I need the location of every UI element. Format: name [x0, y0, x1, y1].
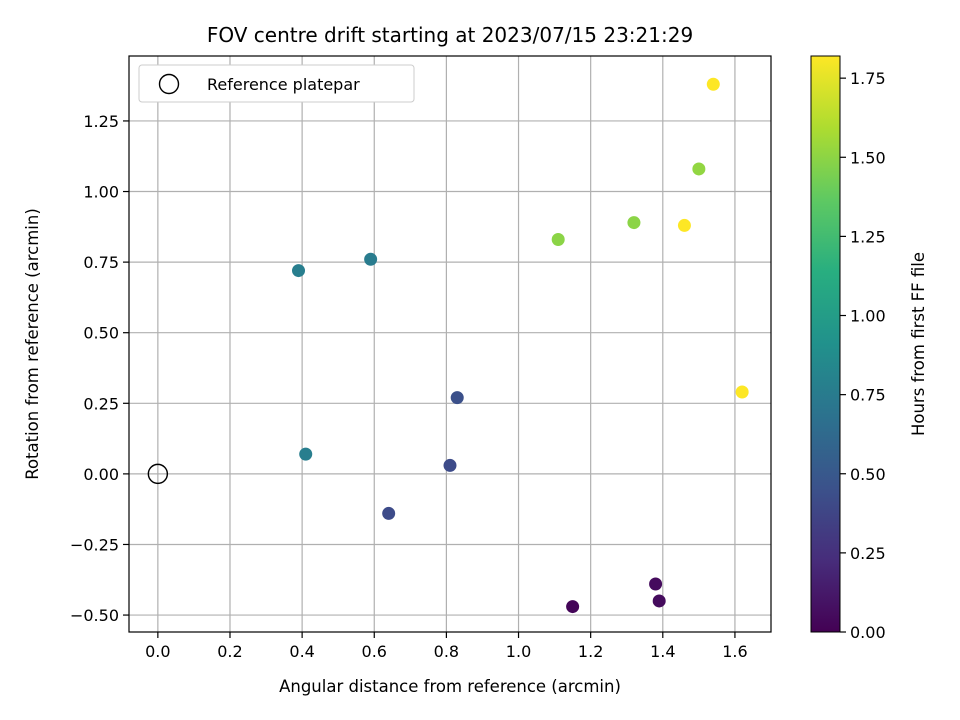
legend-marker-icon	[158, 73, 180, 95]
x-tick-label: 0.0	[145, 642, 170, 661]
colorbar-tick-label: 1.75	[850, 69, 886, 88]
grid-lines	[129, 56, 771, 632]
data-point	[677, 218, 691, 232]
y-axis-label: Rotation from reference (arcmin)	[23, 208, 42, 480]
data-points	[147, 77, 749, 614]
colorbar-tick-label: 0.25	[850, 544, 886, 563]
x-tick-label: 0.6	[362, 642, 387, 661]
x-tick-label: 1.4	[650, 642, 675, 661]
y-axis-ticks: −0.50 −0.25 0.00 0.25 0.50 0.75 1.00 1.25	[70, 112, 129, 625]
y-tick-label: 0.50	[83, 324, 119, 343]
y-tick-label: 1.25	[83, 112, 119, 131]
data-point	[450, 391, 464, 405]
x-axis-ticks: 0.0 0.2 0.4 0.6 0.8 1.0 1.2 1.4 1.6	[145, 632, 748, 661]
colorbar-tick-label: 1.50	[850, 148, 886, 167]
colorbar-ticks: 0.00 0.25 0.50 0.75 1.00 1.25 1.50 1.75	[840, 69, 886, 642]
data-point	[566, 600, 580, 614]
colorbar-label: Hours from first FF file	[909, 252, 928, 436]
colorbar-tick-label: 0.50	[850, 465, 886, 484]
data-point	[706, 77, 720, 91]
x-tick-label: 1.6	[722, 642, 747, 661]
reference-point	[147, 463, 169, 485]
colorbar-tick-label: 0.00	[850, 623, 886, 642]
data-point	[292, 264, 306, 278]
data-point	[364, 252, 378, 266]
data-point	[299, 447, 313, 461]
y-tick-label: 1.00	[83, 183, 119, 202]
data-point	[735, 385, 749, 399]
y-tick-label: 0.75	[83, 253, 119, 272]
colorbar-gradient	[810, 55, 841, 633]
y-tick-label: 0.25	[83, 394, 119, 413]
legend: Reference platepar	[138, 64, 415, 103]
data-point	[627, 216, 641, 230]
plot-frame	[128, 55, 772, 633]
data-point	[382, 506, 396, 520]
data-point	[649, 577, 663, 591]
chart-title: FOV centre drift starting at 2023/07/15 …	[207, 23, 693, 47]
data-point	[551, 233, 565, 247]
x-axis-label: Angular distance from reference (arcmin)	[279, 677, 621, 696]
x-tick-label: 0.8	[434, 642, 459, 661]
x-tick-label: 1.0	[506, 642, 531, 661]
data-point	[652, 594, 666, 608]
data-point	[692, 162, 706, 176]
y-tick-label: −0.25	[70, 535, 119, 554]
colorbar-tick-label: 1.25	[850, 227, 886, 246]
legend-entry-label: Reference platepar	[207, 75, 360, 94]
x-tick-label: 0.2	[217, 642, 242, 661]
y-tick-label: −0.50	[70, 606, 119, 625]
x-tick-label: 0.4	[289, 642, 314, 661]
x-tick-label: 1.2	[578, 642, 603, 661]
legend-box	[138, 64, 415, 103]
colorbar-tick-label: 1.00	[850, 307, 886, 326]
colorbar-tick-label: 0.75	[850, 386, 886, 405]
colorbar: 0.00 0.25 0.50 0.75 1.00 1.25 1.50 1.75 Hours f…	[810, 55, 928, 642]
data-point	[443, 458, 457, 472]
y-tick-label: 0.00	[83, 465, 119, 484]
